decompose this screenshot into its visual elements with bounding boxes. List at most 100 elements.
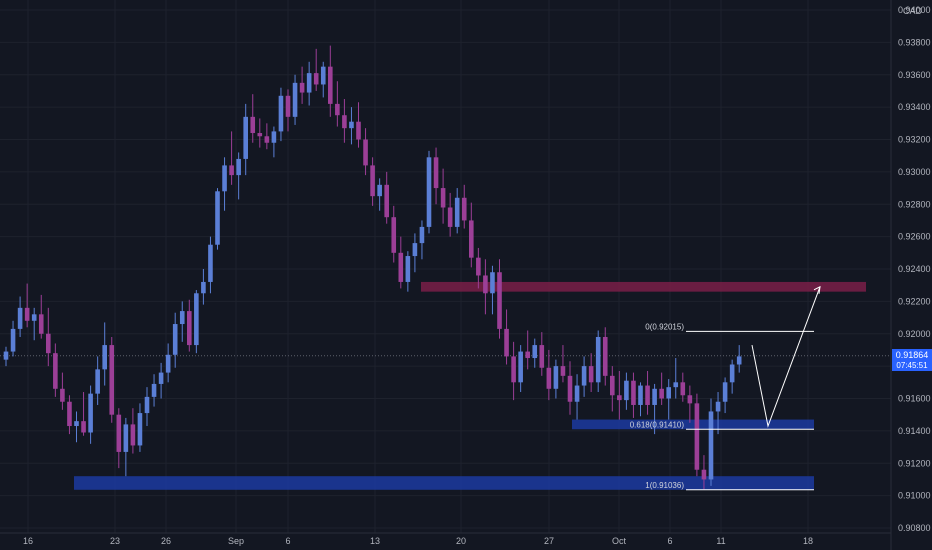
support-zone-1 [74,476,814,490]
y-tick-label: 0.91000 [898,491,931,501]
time-axis[interactable]: 16 23 26 Sep 6 13 20 27 Oct 6 11 18 [23,536,813,546]
candle-body [631,380,636,405]
candle-body [440,188,446,208]
fib-level-label: 0.618(0.91410) [630,420,685,429]
candle-body [652,388,657,405]
candle-body [67,401,72,427]
x-tick-label: 26 [161,536,171,546]
candle-body [483,275,488,294]
candle-body [511,356,516,383]
fib-level-label: 0(0.92015) [645,322,684,331]
candle-body [518,351,523,383]
candle-body [405,256,411,282]
candle-body [53,353,58,389]
y-tick-label: 0.92000 [898,329,931,339]
projection-layer [751,285,821,428]
y-tick-label: 0.91600 [898,394,931,404]
candle-body [3,351,9,360]
x-tick-label: Oct [612,536,627,546]
candle-body [151,383,157,397]
projection-arrowhead [813,285,821,294]
candle-body [624,380,629,401]
candle-body [88,393,93,433]
price-axis[interactable]: 0.90800 0.91000 0.91200 0.91400 0.91600 0.918… [898,5,931,533]
candle-body [532,345,538,359]
x-tick-label: 18 [803,536,813,546]
candle-body [384,184,389,218]
candle-body [285,95,291,117]
current-price-tag: 0.91864 07:45:51 [892,349,932,371]
candle-body [638,385,643,405]
x-tick-label: 23 [110,536,120,546]
candles-layer [3,45,742,490]
y-tick-label: 0.92800 [898,199,931,209]
candle-body [398,252,404,282]
grid-lines [0,0,891,533]
candle-body [229,165,234,176]
candle-body [356,121,361,140]
candle-body [504,328,509,357]
candle-body [610,375,615,396]
y-tick-label: 0.93200 [898,135,931,145]
candle-body [137,413,143,446]
y-tick-label: 0.92600 [898,232,931,242]
candle-body [10,328,16,352]
y-tick-label: 0.91400 [898,426,931,436]
candle-body [574,385,580,402]
candle-body [158,372,164,384]
candle-body [736,356,742,365]
candle-body [292,82,298,117]
y-tick-label: 0.92200 [898,296,931,306]
candle-body [553,366,559,389]
candle-body [179,311,185,325]
candle-body [116,414,122,452]
candle-body [264,136,270,143]
candle-body [391,217,397,253]
candle-body [426,157,432,227]
candle-body [469,220,474,258]
candle-body [694,403,700,470]
y-tick-label: 0.93800 [898,37,931,47]
candle-body [222,165,227,192]
candle-body [595,336,601,383]
x-tick-label: 6 [667,536,672,546]
candle-body [539,345,545,368]
x-tick-label: 27 [544,536,554,546]
candle-body [666,387,671,399]
candle-body [370,165,375,197]
candle-body [257,133,263,137]
x-tick-label: Sep [228,536,244,546]
bar-countdown: 07:45:51 [896,361,928,370]
candle-body [60,388,65,402]
candle-body [243,116,248,159]
candle-body [602,336,608,376]
candle-body [560,366,566,376]
candle-body [673,382,679,388]
candle-body [567,375,573,402]
candle-body [525,351,530,359]
candle-body [447,207,453,227]
candle-body [299,82,305,93]
candle-body [433,157,439,189]
candle-body [546,367,552,389]
candle-body [17,307,23,329]
candle-body [187,311,192,346]
x-tick-label: 20 [456,536,466,546]
candle-body [271,131,277,143]
candle-body [701,469,707,480]
candle-body [144,396,150,414]
candle-body [588,366,594,383]
candle-body [278,95,284,132]
candle-body [130,424,136,446]
candle-body [123,424,129,452]
candle-body [250,116,256,134]
candle-body [215,191,220,245]
candle-body [419,226,425,244]
candle-body [102,345,107,370]
candle-body [722,382,728,402]
candle-body [687,395,693,404]
candle-body [729,364,735,383]
currency-label[interactable]: CAD [902,6,922,16]
